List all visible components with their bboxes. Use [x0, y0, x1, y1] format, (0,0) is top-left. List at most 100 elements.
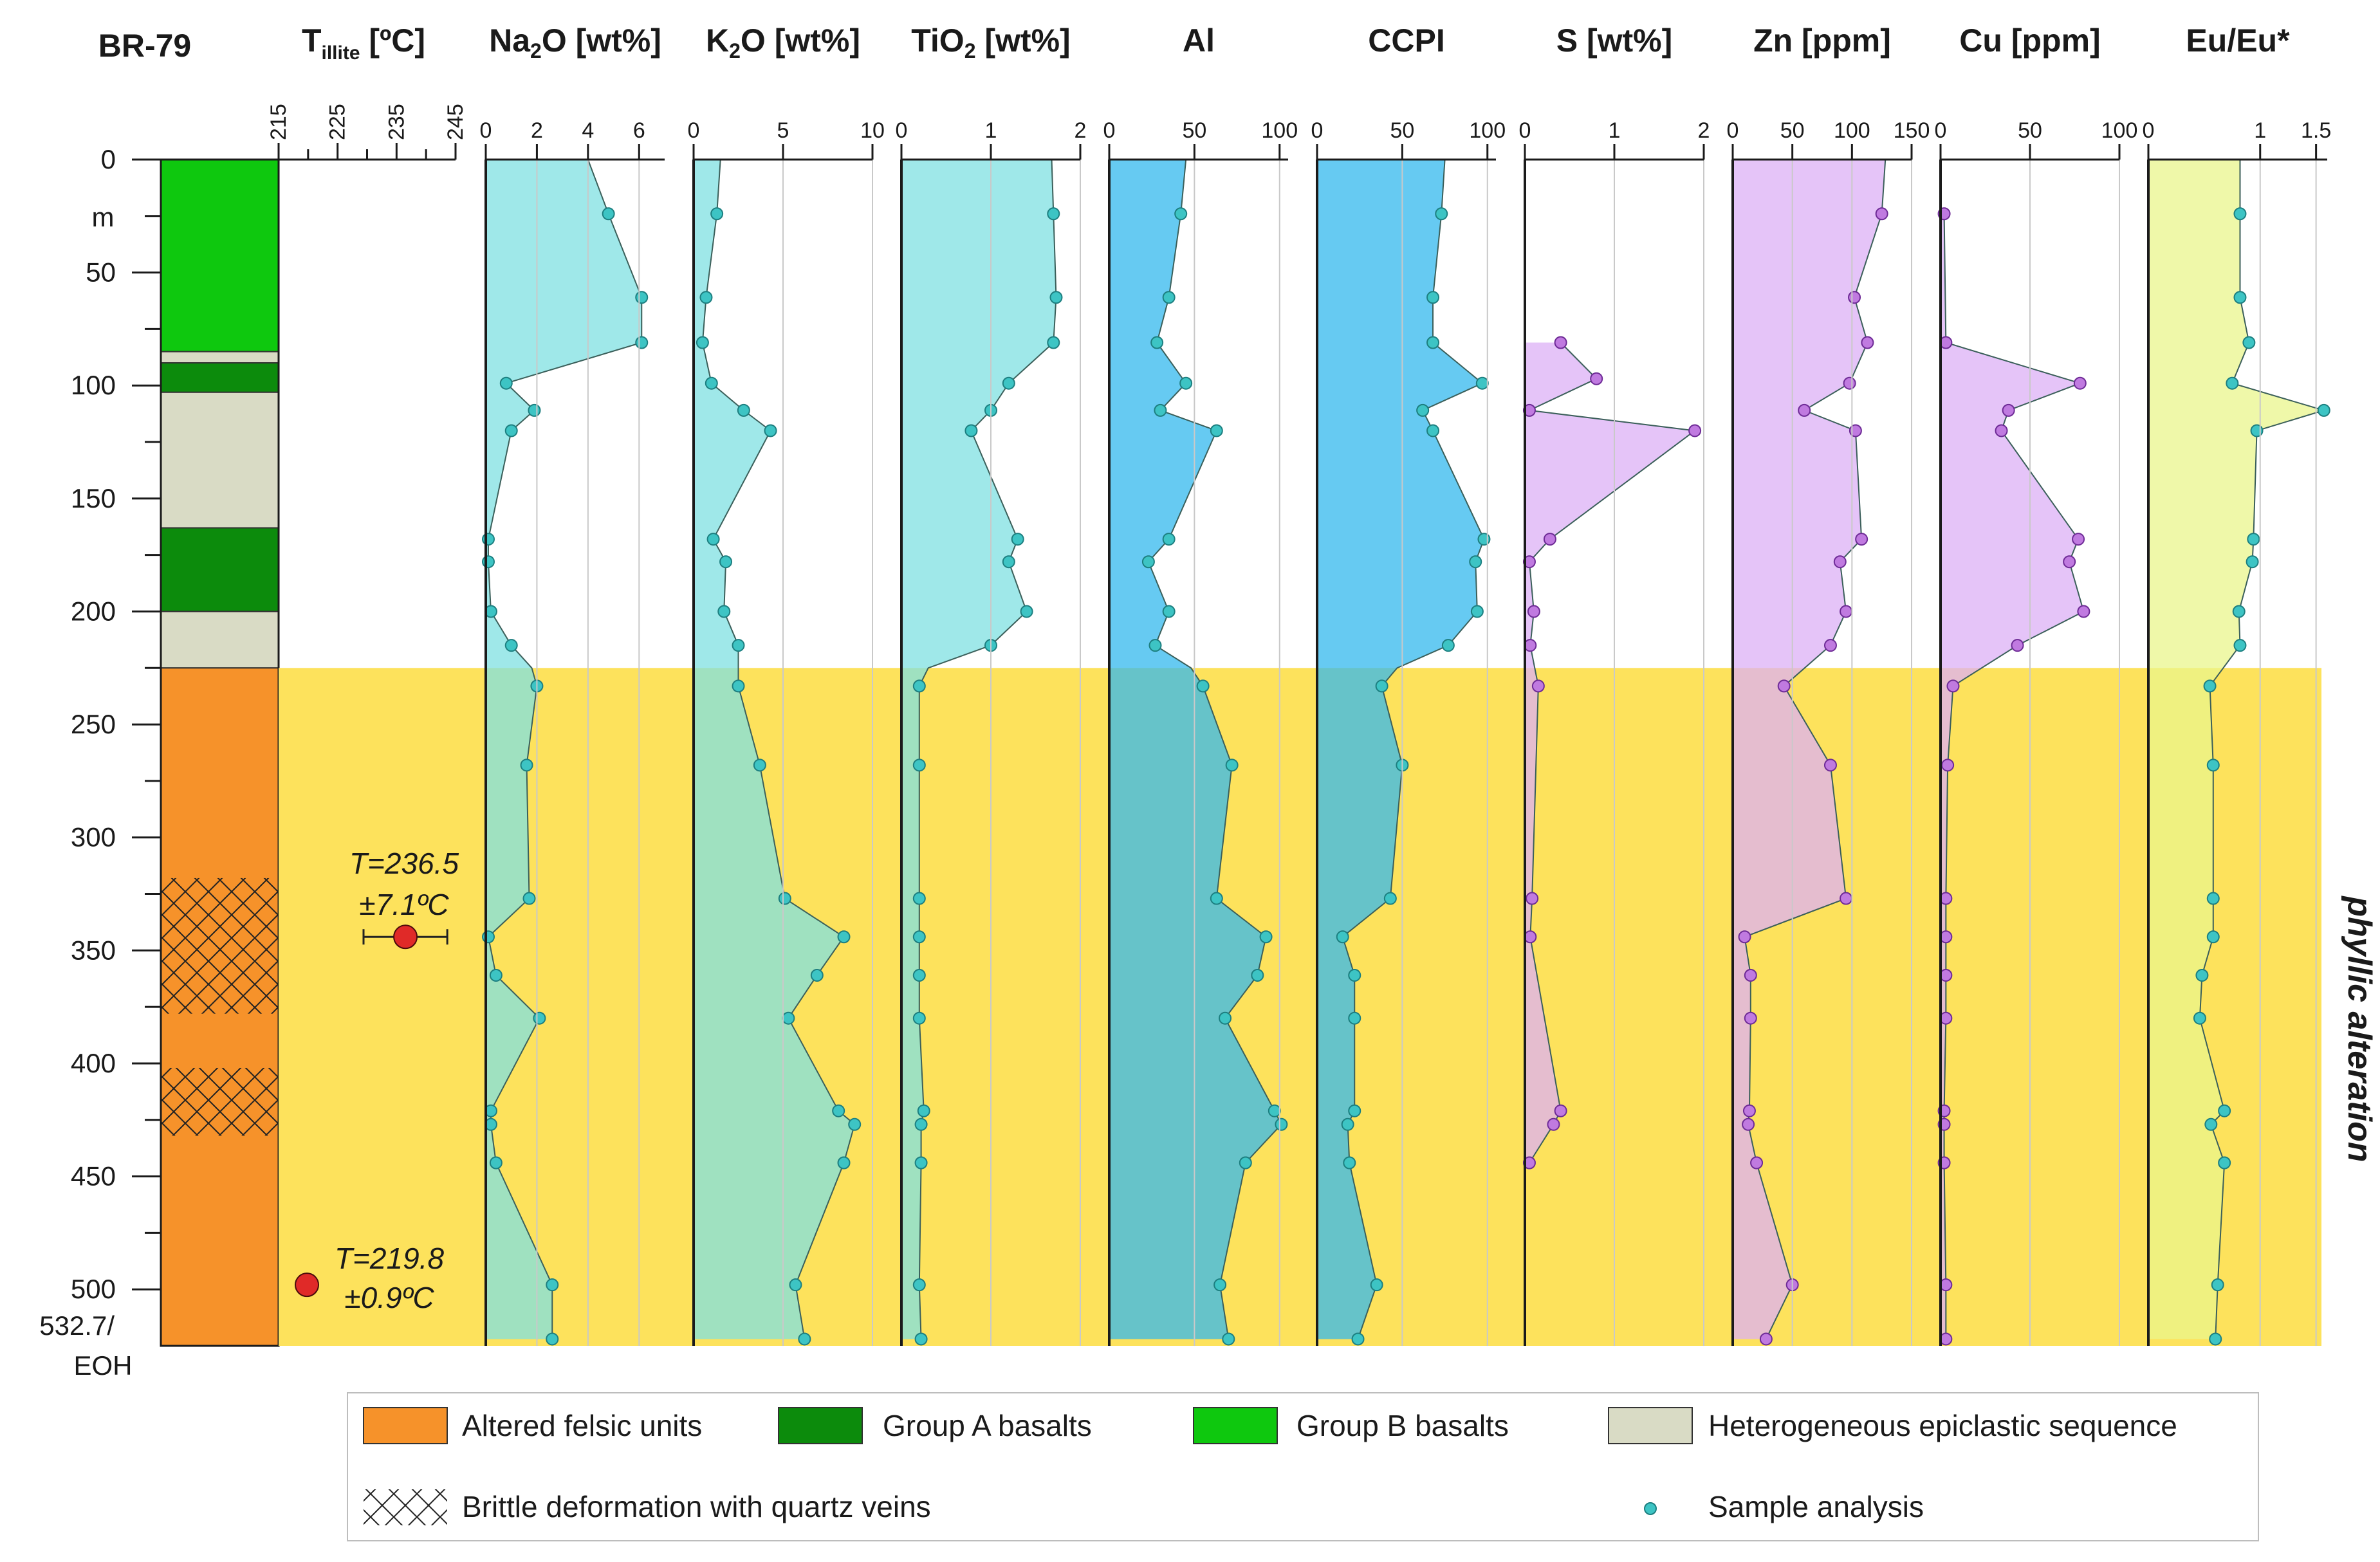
eu-sample-point — [2250, 424, 2264, 437]
tio2-sample-point — [917, 1104, 930, 1117]
zn-sample-point — [1849, 424, 1862, 437]
s-sample-point — [1522, 555, 1536, 569]
eu-panel-title: Eu/Eu* — [2186, 23, 2290, 59]
lithology-block-group_a — [160, 362, 279, 393]
ccpi-sample-point — [1477, 533, 1491, 546]
zn-sample-point — [1777, 679, 1791, 693]
na2o-tick-label: 0 — [480, 118, 492, 143]
cu-title-main: Cu [ppm] — [1959, 23, 2100, 59]
depth-tick-label: 400 — [71, 1048, 116, 1078]
s-sample-point — [1524, 639, 1537, 652]
tio2-sample-point — [914, 1117, 928, 1131]
k2o-sample-point — [798, 1332, 811, 1346]
zn-sample-point — [1840, 605, 1853, 618]
ccpi-sample-point — [1375, 679, 1388, 693]
legend-label-felsic: Altered felsic units — [462, 1409, 702, 1442]
s-sample-point — [1554, 1104, 1567, 1117]
na2o-sample-point — [481, 533, 495, 546]
k2o-sample-point — [699, 291, 713, 304]
legend-swatch-felsic — [363, 1407, 448, 1444]
zn-panel-title: Zn [ppm] — [1753, 23, 1891, 59]
eu-sample-point — [2218, 1104, 2231, 1117]
na2o-title-main: Na — [489, 23, 531, 59]
ccpi-tick-label: 50 — [1390, 118, 1414, 143]
na2o-sample-point — [546, 1278, 559, 1292]
tio2-title-main: TiO — [911, 23, 964, 59]
legend-label-brittle: Brittle deformation with quartz veins — [462, 1490, 931, 1523]
k2o-sample-point — [710, 207, 724, 221]
ccpi-sample-point — [1348, 1104, 1361, 1117]
tio2-sample-point — [914, 1156, 928, 1170]
s-sample-point — [1522, 1156, 1536, 1170]
al-title-main: Al — [1183, 23, 1215, 59]
temp-point-0 — [393, 924, 418, 950]
zn-tick-label: 100 — [1834, 118, 1870, 143]
k2o-sample-point — [705, 376, 718, 390]
ccpi-area — [1317, 160, 1484, 1339]
k2o-sample-point — [810, 968, 824, 982]
na2o-area — [486, 160, 642, 1339]
s-sample-point — [1527, 605, 1540, 618]
depth-tick-label: 500 — [71, 1274, 116, 1304]
temp-label-2a: T=219.8 — [335, 1242, 444, 1275]
eu-sample-point — [2247, 533, 2260, 546]
lithology-block-epiclastic — [160, 391, 279, 529]
al-sample-point — [1162, 533, 1176, 546]
ccpi-sample-point — [1470, 605, 1484, 618]
al-sample-point — [1179, 376, 1193, 390]
zn-sample-point — [1759, 1332, 1773, 1346]
depth-unit-label: m — [92, 202, 115, 232]
tio2-sample-point — [914, 1332, 928, 1346]
zn-sample-point — [1833, 555, 1847, 569]
depth-tick-label: 150 — [71, 483, 116, 513]
cu-sample-point — [1995, 424, 2008, 437]
lithology-block-epiclastic — [160, 351, 279, 364]
ccpi-sample-point — [1348, 1011, 1361, 1025]
depth-tick-label: 200 — [71, 596, 116, 626]
zn-sample-point — [1875, 207, 1888, 221]
alteration-band — [279, 668, 2321, 1346]
zn-tick-label: 50 — [1780, 118, 1805, 143]
na2o-sample-point — [635, 291, 649, 304]
alteration-zone-layer — [279, 668, 2321, 1346]
eoh-depth-label: 532.7/ — [39, 1310, 115, 1341]
k2o-tick-label: 5 — [777, 118, 789, 143]
depth-tick-label: 300 — [71, 822, 116, 852]
legend-label-group-a: Group A basalts — [883, 1409, 1092, 1442]
k2o-tick-label: 10 — [860, 118, 885, 143]
depth-tick-label: 0 — [101, 144, 116, 174]
temp-title-sub: illite — [321, 42, 360, 64]
ccpi-tick-label: 0 — [1311, 118, 1324, 143]
k2o-sample-point — [848, 1117, 862, 1131]
ccpi-sample-point — [1341, 1117, 1354, 1131]
zn-sample-point — [1848, 291, 1861, 304]
cu-panel-title: Cu [ppm] — [1959, 23, 2100, 59]
na2o-sample-point — [635, 336, 649, 349]
eu-sample-point — [2226, 376, 2239, 390]
eu-sample-point — [2209, 1332, 2222, 1346]
eu-sample-point — [2206, 930, 2220, 944]
eu-sample-point — [2206, 892, 2220, 905]
zn-tick-label: 150 — [1894, 118, 1930, 143]
ccpi-sample-point — [1348, 968, 1361, 982]
al-tick-label: 0 — [1103, 118, 1116, 143]
tio2-panel-title: TiO2 [wt%] — [911, 23, 1070, 62]
ccpi-sample-point — [1426, 336, 1440, 349]
eu-sample-point — [2242, 336, 2256, 349]
na2o-title-sub: 2 — [530, 39, 542, 62]
s-panel-title: S [wt%] — [1556, 23, 1673, 59]
k2o-area — [694, 160, 855, 1339]
tio2-tick-label: 2 — [1075, 118, 1087, 143]
cu-sample-point — [1946, 679, 1960, 693]
tio2-title-sub: 2 — [964, 39, 976, 62]
k2o-sample-point — [782, 1011, 795, 1025]
na2o-title-unit: O [wt%] — [542, 23, 661, 59]
cu-sample-point — [1939, 1278, 1953, 1292]
al-sample-point — [1162, 291, 1176, 304]
eu-sample-point — [2233, 291, 2247, 304]
al-sample-point — [1259, 930, 1273, 944]
eu-sample-point — [2317, 403, 2330, 417]
s-sample-point — [1526, 892, 1539, 905]
eu-tick-label: 1.5 — [2301, 118, 2331, 143]
tio2-tick-label: 1 — [985, 118, 997, 143]
